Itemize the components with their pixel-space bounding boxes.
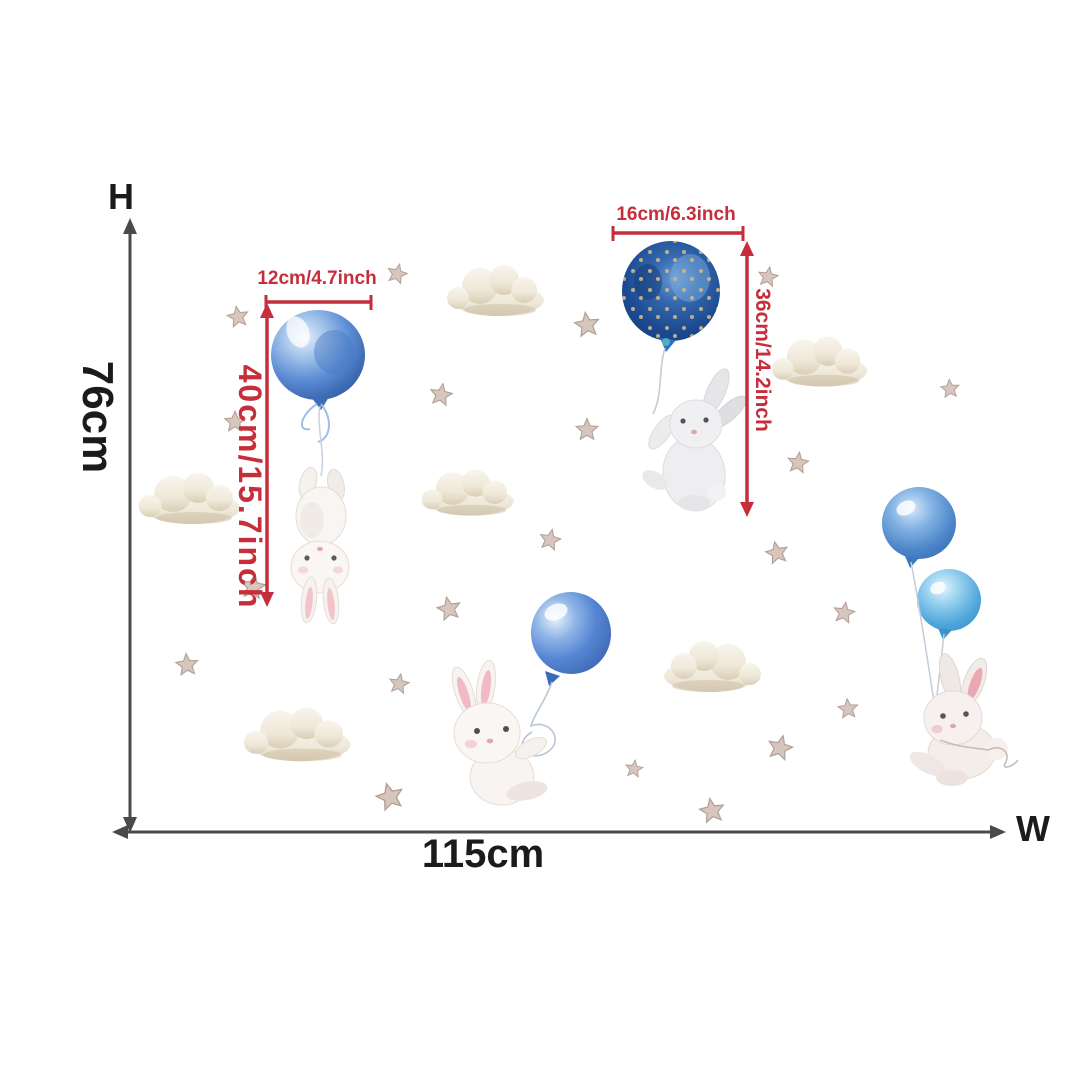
star-icon [763, 539, 791, 565]
sticker2-width-dimension: 16cm/6.3inch [616, 204, 736, 225]
star-icon [428, 381, 455, 407]
cloud-icon [447, 265, 544, 316]
sticker2-dimension-lines [611, 226, 754, 517]
star-icon [174, 652, 200, 676]
sticker-bunny-two-balloons [882, 487, 1019, 786]
height-axis-label: H [108, 176, 134, 217]
balloon-knot [905, 556, 919, 568]
bunny-icon [290, 466, 350, 625]
star-icon [373, 779, 407, 812]
cloud-icon [421, 469, 514, 516]
balloon-string [318, 405, 324, 477]
balloon-knot [938, 628, 952, 640]
balloon-string [652, 347, 666, 415]
star-icon [624, 758, 645, 778]
balloon-icon [882, 487, 956, 559]
bunny-icon [451, 659, 548, 806]
balloon-icon [530, 592, 612, 674]
bunny-icon [642, 368, 747, 512]
cloud-icon [243, 707, 351, 762]
star-icon [765, 732, 796, 762]
balloon-ribbon [301, 403, 318, 431]
sticker-bunny-polka-balloon [622, 241, 747, 512]
sticker1-dimension-lines [260, 295, 373, 607]
star-icon [786, 450, 811, 474]
star-icon [572, 310, 601, 338]
star-icon [225, 304, 251, 328]
sticker2-height-dimension: 36cm/14.2inch [751, 288, 774, 432]
sticker-sitting-bunny-balloon [451, 592, 612, 806]
balloon-icon [917, 569, 981, 631]
overall-height-arrow [123, 218, 137, 833]
balloon-string [939, 739, 1019, 768]
star-icon [831, 600, 857, 624]
sticker1-width-dimension: 12cm/4.7inch [257, 268, 377, 289]
overall-width-arrow [112, 825, 1006, 839]
cloud-icon [138, 473, 241, 524]
star-icon [756, 264, 780, 288]
star-icon [537, 526, 563, 552]
bunny-icon [909, 653, 1008, 786]
width-value: 115cm [421, 832, 545, 876]
height-value: 76cm [73, 360, 122, 474]
cloud-icon [772, 336, 868, 387]
sticker-hanging-bunny [271, 310, 365, 625]
star-icon [697, 795, 727, 824]
cloud-icon [664, 641, 761, 692]
star-icon [434, 594, 463, 622]
balloon-knot [311, 397, 329, 410]
width-axis-label: W [1016, 808, 1050, 849]
star-icon [387, 671, 411, 695]
sticker1-height-dimension: 40cm/15.7inch [232, 364, 268, 610]
star-icon [836, 697, 859, 719]
star-icon [939, 378, 961, 399]
star-icon [575, 418, 599, 440]
balloon-knot [545, 671, 560, 686]
